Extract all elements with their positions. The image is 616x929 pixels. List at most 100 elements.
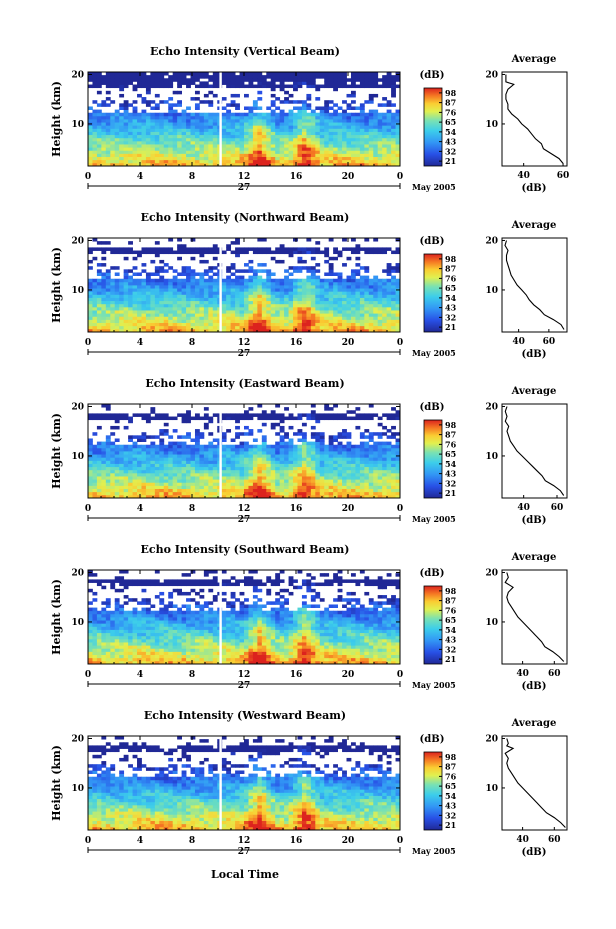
heatmap-cell [177,250,182,255]
heatmap-cell [244,303,249,308]
heatmap-cell [297,247,303,251]
heatmap-cell [288,425,294,430]
heatmap-cell [377,463,383,468]
heatmap-cell [324,316,330,320]
profile-y-tick-label: 10 [485,120,498,130]
heatmap-cell [190,460,196,464]
heatmap-cell [297,457,303,461]
heatmap-cell [203,303,209,308]
heatmap-cell [88,115,93,120]
heatmap-cell [105,81,111,85]
heatmap-cell [252,250,258,255]
heatmap-cell [159,72,165,76]
heatmap-cell [342,300,347,305]
heatmap-cell [386,285,392,289]
heatmap-cell [297,416,303,421]
heatmap-cell [333,316,338,320]
heatmap-cell [119,303,125,308]
heatmap-cell [261,134,267,139]
heatmap-cell [297,144,303,148]
heatmap-cell [163,491,169,496]
heatmap-cell [244,413,249,417]
heatmap-cell [368,472,374,477]
heatmap-cell [221,112,227,117]
heatmap-cell [145,156,151,161]
heatmap-cell [368,109,374,114]
heatmap-cell [355,319,361,323]
heatmap-cell [333,81,338,85]
heatmap-cell [324,328,330,333]
heatmap-cell [337,476,343,480]
heatmap-cell [119,325,125,330]
heatmap-cell [386,441,392,446]
heatmap-cell [342,75,347,79]
heatmap-cell [137,112,142,117]
heatmap-cell [177,162,182,167]
heatmap-cell [110,463,116,468]
heatmap-cell [181,416,187,421]
heatmap-cell [293,463,298,468]
heatmap-cell [114,482,120,486]
heatmap-cell [319,291,325,295]
heatmap-cell [88,137,93,142]
heatmap-cell [310,416,316,421]
heatmap-cell [257,479,263,483]
heatmap-cell [92,75,98,79]
heatmap-cell [88,72,93,76]
heatmap-cell [101,469,107,474]
heatmap-cell [105,285,111,289]
heatmap-cell [239,84,245,89]
heatmap-cell [128,269,133,273]
heatmap-cell [386,310,392,314]
heatmap-cell [257,416,263,421]
heatmap-cell [132,140,138,145]
heatmap-cell [181,294,187,298]
heatmap-cell [319,413,325,417]
heatmap-cell [114,294,120,298]
heatmap-cell [141,78,147,82]
heatmap-cell [208,300,214,305]
profile-y-tick-label: 20 [485,236,498,246]
heatmap-cell [101,131,107,136]
heatmap-cell [194,106,200,110]
heatmap-cell [275,285,281,289]
heatmap-cell [110,131,116,136]
heatmap-cell [386,162,392,167]
heatmap-cell [203,466,209,471]
heatmap-cell [230,454,236,458]
heatmap-cell [364,119,370,123]
heatmap-cell [101,150,107,154]
heatmap-cell [150,259,156,264]
heatmap-cell [105,137,111,142]
heatmap-cell [324,137,330,142]
heatmap-cell [382,444,388,449]
heatmap-cell [315,128,321,132]
heatmap-cell [159,488,165,493]
heatmap-cell [301,128,307,132]
heatmap-cell [373,451,379,455]
heatmap-cell [328,147,334,151]
heatmap-cell [244,84,249,89]
heatmap-cell [163,447,169,452]
heatmap-cell [306,81,312,85]
heatmap-cell [270,147,276,151]
heatmap-cell [190,444,196,449]
y-tick-label: 10 [71,120,84,130]
heatmap-cell [301,476,307,480]
heatmap-cell [337,460,343,464]
heatmap-cell [208,482,214,486]
heatmap-cell [359,466,365,471]
heatmap-cell [324,78,330,82]
heatmap-cell [186,454,191,458]
heatmap-cell [145,272,151,276]
heatmap-cell [301,300,307,305]
heatmap-cell [319,115,325,120]
heatmap-cell [324,488,330,493]
heatmap-cell [346,256,352,261]
heatmap-cell [132,115,138,120]
heatmap-cell [284,112,289,117]
heatmap-cell [137,322,142,327]
heatmap-cell [275,494,281,499]
heatmap-cell [319,159,325,164]
heatmap-cell [328,476,334,480]
